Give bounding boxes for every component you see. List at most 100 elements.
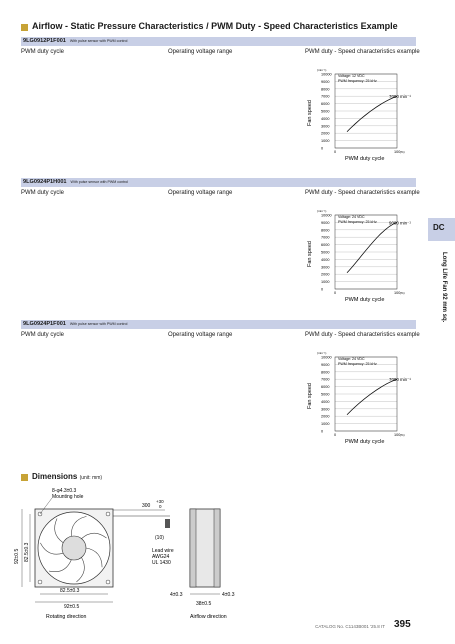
lead-tolerance-zero: 0 (159, 504, 162, 509)
model-bar: 9LG0912P1F001 With pulse sensor with PWM … (21, 37, 416, 46)
fan-hub (61, 535, 87, 561)
lead-length: 300 (142, 503, 151, 509)
speed-tick: 0 (321, 430, 323, 434)
speed-tick: 5000 (321, 393, 329, 397)
speed-tick: 8000 (321, 228, 329, 232)
speed-curve (346, 378, 398, 415)
section-pwm-duty: PWM duty cycle (21, 332, 65, 338)
freq-note: PWM frequency: 25 kHz (338, 220, 377, 224)
speed-tick: 9000 (321, 363, 329, 367)
speed-tick: 1000 (321, 280, 329, 284)
dim-height: 92±0.5 (14, 549, 20, 564)
dim-hole-pitch-v: 82.5±0.3 (24, 542, 30, 562)
section-speed-example: PWM duty - Speed characteristics example (305, 332, 420, 338)
side-category-text: Long Life Fan 92 mm sq. (441, 252, 447, 323)
speed-tick: 9000 (321, 80, 329, 84)
speed-tick: 6000 (321, 243, 329, 247)
pct-tick: 0 (334, 150, 336, 154)
pwm-duty-axis-label: PWM duty cycle (345, 297, 384, 303)
speed-tick: 10000 (321, 73, 332, 77)
lead-10: (10) (155, 535, 164, 541)
pct-tick: 0 (334, 291, 336, 295)
max-speed-label: 9000 min⁻¹ (389, 220, 411, 225)
fan-speed-label: Fan speed (307, 100, 313, 126)
connector (165, 519, 170, 528)
freq-note: PWM frequency: 25 kHz (338, 362, 377, 366)
model-bar: 9LG0924P1F001 With pulse sensor with PWM … (21, 320, 416, 329)
speed-curve (346, 95, 398, 132)
airflow-direction-label: Airflow direction (190, 614, 227, 620)
speed-tick: 0 (321, 288, 323, 292)
model-number: 9LG0912P1F001 With pulse sensor with PWM … (23, 38, 128, 44)
pct-tick: 100 (394, 150, 400, 154)
mounting-hole-spec: 8-φ4.3±0.3 (52, 488, 77, 494)
pct-unit: (%) (400, 291, 405, 295)
speed-tick: 0 (321, 147, 323, 151)
pct-tick: 100 (394, 291, 400, 295)
speed-tick: 8000 (321, 87, 329, 91)
freq-note: PWM frequency: 25 kHz (338, 79, 377, 83)
pct-unit: (%) (400, 433, 405, 437)
speed-tick: 3000 (321, 265, 329, 269)
dim-flange-right: 4±0.3 (222, 592, 235, 598)
voltage-note: Voltage: 12 VDC (338, 74, 365, 78)
lead-wire-label: Lead wire AWG24 UL 1430 (152, 548, 174, 566)
speed-tick: 3000 (321, 124, 329, 128)
speed-tick: 10000 (321, 356, 332, 360)
pct-unit: (%) (400, 150, 405, 154)
speed-units: (min⁻¹) (317, 209, 326, 213)
fan-speed-label: Fan speed (307, 383, 313, 409)
speed-tick: 4000 (321, 117, 329, 121)
pwm-speed-chart: (min⁻¹)Fan speed100009000800070006000500… (307, 68, 411, 162)
section-voltage-range: Operating voltage range (168, 49, 233, 55)
speed-tick: 4000 (321, 258, 329, 262)
voltage-note: Voltage: 24 VDC (338, 215, 365, 219)
dc-tab: DC (428, 218, 455, 241)
speed-tick: 7000 (321, 95, 329, 99)
speed-tick: 1000 (321, 422, 329, 426)
speed-tick: 2000 (321, 132, 329, 136)
page-number: 395 (394, 619, 411, 630)
rotating-direction-label: Rotating direction (46, 614, 86, 620)
dim-depth: 38±0.5 (196, 601, 211, 607)
pwm-duty-axis-label: PWM duty cycle (345, 439, 384, 445)
pwm-speed-chart: (min⁻¹)Fan speed100009000800070006000500… (307, 209, 411, 303)
speed-tick: 6000 (321, 385, 329, 389)
speed-tick: 4000 (321, 400, 329, 404)
model-bar: 9LG0924P1H001 With pulse sensor with PWM … (21, 178, 416, 187)
max-speed-label: 7000 min⁻¹ (389, 377, 411, 382)
speed-tick: 5000 (321, 251, 329, 255)
section-speed-example: PWM duty - Speed characteristics example (305, 190, 420, 196)
fan-speed-label: Fan speed (307, 241, 313, 267)
speed-tick: 2000 (321, 415, 329, 419)
dim-width: 92±0.5 (64, 604, 79, 610)
page-title: Airflow - Static Pressure Characteristic… (32, 21, 398, 31)
speed-units: (min⁻¹) (317, 351, 326, 355)
speed-tick: 10000 (321, 214, 332, 218)
section-speed-example: PWM duty - Speed characteristics example (305, 49, 420, 55)
model-number: 9LG0924P1F001 With pulse sensor with PWM … (23, 321, 128, 327)
pct-tick: 0 (334, 433, 336, 437)
speed-tick: 9000 (321, 221, 329, 225)
speed-tick: 1000 (321, 139, 329, 143)
speed-tick: 3000 (321, 407, 329, 411)
section-voltage-range: Operating voltage range (168, 332, 233, 338)
fan-blades (40, 516, 107, 583)
dimensions-marker (21, 474, 28, 481)
mounting-hole-label: Mounting hole (52, 494, 84, 500)
speed-tick: 6000 (321, 102, 329, 106)
speed-units: (min⁻¹) (317, 68, 326, 72)
model-number: 9LG0924P1H001 With pulse sensor with PWM … (23, 179, 129, 185)
pwm-speed-chart: (min⁻¹)Fan speed100009000800070006000500… (307, 351, 411, 445)
voltage-note: Voltage: 24 VDC (338, 357, 365, 361)
dimensions-title: Dimensions (unit: mm) (32, 472, 103, 481)
speed-curve (346, 222, 398, 273)
mount-hole (37, 579, 43, 585)
speed-tick: 5000 (321, 110, 329, 114)
speed-tick: 7000 (321, 378, 329, 382)
max-speed-label: 7000 min⁻¹ (389, 94, 411, 99)
dim-flange-left: 4±0.3 (170, 592, 183, 598)
mount-hole (105, 511, 111, 517)
pwm-duty-axis-label: PWM duty cycle (345, 156, 384, 162)
catalog-number: CATALOG No. C1143B001 '25.8 IT (315, 624, 385, 629)
